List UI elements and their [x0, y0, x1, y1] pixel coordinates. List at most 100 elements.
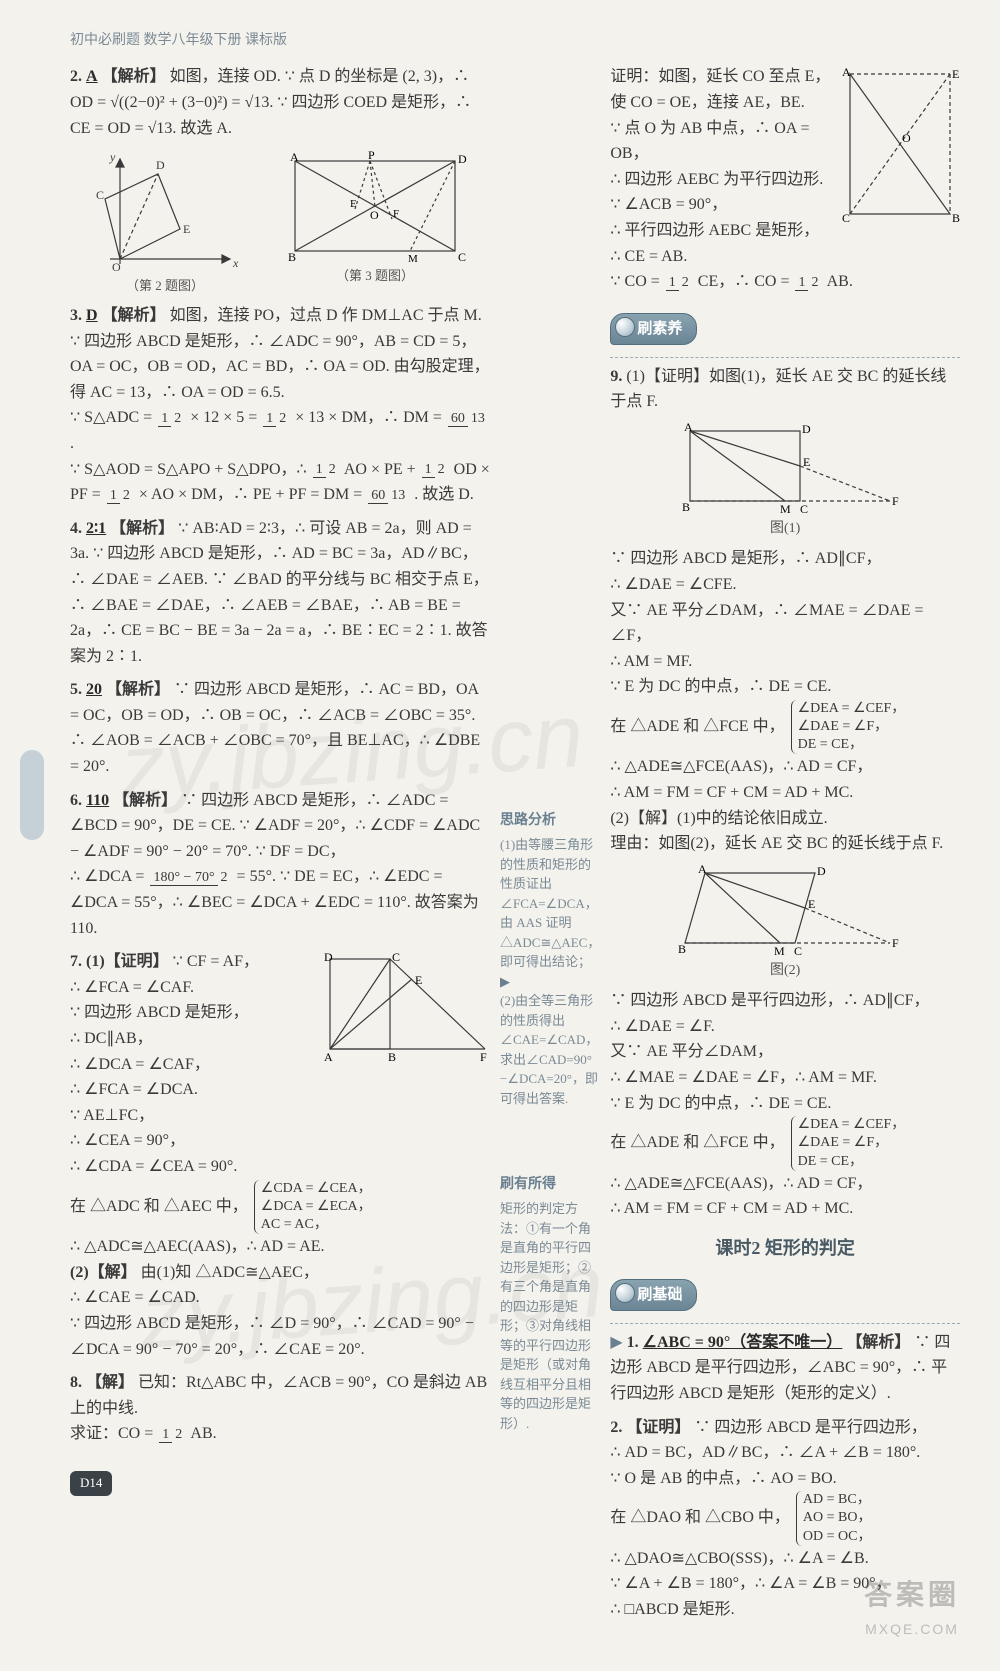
q7-l5: ∴ ∠DCA = ∠CAF，: [70, 1056, 210, 1073]
svg-text:C: C: [800, 502, 808, 516]
solution-tag: 【解】: [86, 1374, 134, 1391]
q9-l12: 又∵ AE 平分∠DAM，: [610, 1043, 773, 1060]
svg-text:O: O: [902, 131, 911, 145]
svg-text:C: C: [794, 944, 802, 958]
svg-text:E: E: [952, 67, 959, 81]
q9-p2: (2)【解】(1)中的结论依旧成立.: [610, 810, 827, 827]
q3-number: 3.: [70, 307, 82, 324]
svg-text:E: E: [808, 897, 815, 911]
mid-title-2: 刷有所得: [500, 1174, 600, 1195]
left-column: 2. A 【解析】 如图，连接 OD. ∵ 点 D 的坐标是 (2, 3)，∴ …: [70, 64, 490, 1630]
question-9: 9. (1)【证明】如图(1)，延长 AE 交 BC 的延长线于点 F. A D: [610, 364, 960, 1222]
p8-l1: 证明：如图，延长 CO 至点 E，使 CO = OE，连接 AE，BE.: [610, 68, 830, 111]
q3-line4: PF = 12 × AO × DM，∴ PE + PF = DM = 6013 …: [70, 482, 490, 508]
figure-q3: A D B C P O E F M: [280, 149, 470, 264]
mid-block-2: 矩形的判定方法：①有一个角是直角的平行四边形是矩形；②有三个角是直角的四边形是矩…: [500, 1199, 600, 1433]
logo-cn: 答案圈: [864, 1573, 960, 1618]
figure-9-1: A D B M C E F: [670, 421, 900, 516]
q7-l11: ∴ △ADC≅△AEC(AAS)，∴ AD = AE.: [70, 1238, 325, 1255]
q7-l14: ∵ 四边形 ABCD 是矩形，∴ ∠D = 90°，∴ ∠CAD = 90° −…: [70, 1315, 474, 1358]
caption-9-2: 图(2): [665, 960, 905, 982]
svg-text:B: B: [388, 1050, 396, 1064]
svg-text:P: P: [368, 149, 375, 162]
brace-icon: ∠CDA = ∠CEA， ∠DCA = ∠ECA， AC = AC，: [254, 1180, 372, 1235]
svg-text:B: B: [952, 211, 960, 224]
svg-text:M: M: [774, 944, 785, 958]
divider: [610, 1323, 960, 1324]
bq2-l1: ∵ 四边形 ABCD 是平行四边形，: [694, 1419, 926, 1436]
q7-l3: ∵ 四边形 ABCD 是矩形，: [70, 1004, 249, 1021]
svg-text:C: C: [842, 211, 850, 224]
q8-number: 8.: [70, 1374, 82, 1391]
q9-number: 9.: [610, 368, 622, 385]
svg-text:F: F: [393, 208, 399, 220]
q9-l9: 理由：如图(2)，延长 AE 交 BC 的延长线于点 F.: [610, 835, 943, 852]
svg-text:D: D: [156, 158, 165, 172]
svg-text:E: E: [803, 455, 810, 469]
svg-text:A: A: [290, 150, 299, 164]
q7-l6: ∴ ∠FCA = ∠DCA.: [70, 1081, 198, 1098]
basics-q1: ▶ 1. ∠ABC = 90°（答案不唯一） 【解析】 ∵ 四边形 ABCD 是…: [610, 1330, 960, 1407]
bq2-l6: ∵ ∠A + ∠B = 180°，∴ ∠A = ∠B = 90°，: [610, 1575, 891, 1592]
svg-text:M: M: [408, 253, 418, 264]
analysis-tag: 【解析】: [102, 68, 166, 85]
q9-p1: (1)【证明】如图(1)，延长 AE 交 BC 的延长线于点 F.: [610, 368, 946, 411]
book-header: 初中必刷题 数学八年级下册 课标版: [70, 30, 960, 52]
q9-l1: ∵ 四边形 ABCD 是矩形，∴ AD∥CF，: [610, 550, 881, 567]
p8-l7: ∵ CO = 12 CE，∴ CO = 12 AB.: [610, 269, 960, 295]
caption-2: （第 2 题图）: [90, 276, 240, 297]
svg-text:A: A: [698, 863, 707, 876]
svg-text:E: E: [350, 198, 357, 210]
q6-line2: ∴ ∠DCA = 180° − 70°2 = 55°. ∵ DE = EC，∴ …: [70, 864, 490, 890]
analysis-tag: 【解析】: [106, 681, 170, 698]
diagram-9b: A D B M C E F 图(2): [665, 863, 905, 982]
analysis-tag: 【解析】: [110, 520, 174, 537]
brace-icon: AD = BC， AO = BO， OD = OC，: [796, 1491, 872, 1546]
q4-answer: 2∶1: [86, 520, 106, 537]
figure-q2: x y O C D E: [90, 149, 240, 274]
bq2-l2: ∴ AD = BC，AD∥BC，∴ ∠A + ∠B = 180°.: [610, 1444, 920, 1461]
course-title: 课时2 矩形的判定: [610, 1234, 960, 1263]
bq2-system: 在 △DAO 和 △CBO 中， AD = BC， AO = BO， OD = …: [610, 1491, 960, 1546]
svg-text:E: E: [415, 973, 422, 987]
q9-l7: ∴ △ADE≅△FCE(AAS)，∴ AD = CF，: [610, 758, 872, 775]
proof-tag: 【证明】: [626, 1419, 690, 1436]
figure-q7: D C A B F E: [310, 949, 490, 1064]
q9-l8: ∴ AM = FM = CF + CM = AD + MC.: [610, 784, 853, 801]
q9-l11: ∴ ∠DAE = ∠F.: [610, 1018, 714, 1035]
q7-system: 在 △ADC 和 △AEC 中， ∠CDA = ∠CEA， ∠DCA = ∠EC…: [70, 1180, 490, 1235]
q8-text2: 求证：CO = 12 AB.: [70, 1421, 490, 1447]
q9-l5: ∵ E 为 DC 的中点，∴ DE = CE.: [610, 678, 831, 695]
site-logo: 答案圈 MXQE.COM: [864, 1573, 960, 1640]
analysis-tag: 【解析】: [102, 307, 166, 324]
q4-text: ∵ AB∶AD = 2∶3，∴ 可设 AB = 2a，则 AD = 3a. ∵ …: [70, 520, 489, 665]
svg-text:C: C: [392, 950, 400, 964]
figure-q8: A E C B O: [840, 64, 960, 224]
q2-answer: A: [86, 68, 98, 85]
svg-text:D: D: [817, 864, 826, 878]
svg-text:F: F: [892, 936, 899, 950]
q4-number: 4.: [70, 520, 82, 537]
q7-l9: ∴ ∠CDA = ∠CEA = 90°.: [70, 1158, 237, 1175]
bq2-l7: ∴ □ABCD 是矩形.: [610, 1601, 734, 1618]
p8-l2: ∵ 点 O 为 AB 中点，∴ OA = OB，: [610, 120, 809, 163]
analysis-tag: 【解析】: [113, 792, 177, 809]
svg-text:O: O: [112, 260, 121, 274]
q2-q3-diagrams: x y O C D E （第 2 题图）: [70, 149, 490, 297]
diagram-9a: A D B M C E F 图(1): [665, 421, 905, 540]
q9-l17: ∴ AM = FM = CF + CM = AD + MC.: [610, 1200, 853, 1217]
bq2-l3: ∵ O 是 AB 的中点，∴ AO = BO.: [610, 1470, 836, 1487]
brace-icon: ∠DEA = ∠CEF， ∠DAE = ∠F， DE = CE，: [791, 1116, 906, 1171]
analysis-tag: 【解析】: [846, 1334, 910, 1351]
svg-text:C: C: [96, 188, 104, 202]
bq2-l5: ∴ △DAO≅△CBO(SSS)，∴ ∠A = ∠B.: [610, 1550, 868, 1567]
q7-number: 7.: [70, 953, 82, 970]
q9-l16: ∴ △ADE≅△FCE(AAS)，∴ AD = CF，: [610, 1175, 872, 1192]
svg-text:y: y: [109, 150, 116, 164]
q3-answer: D: [86, 307, 98, 324]
question-6: 6. 110 【解析】 ∵ 四边形 ABCD 是矩形，∴ ∠ADC = ∠BCD…: [70, 788, 490, 942]
q7-l13: ∴ ∠CAE = ∠CAD.: [70, 1289, 200, 1306]
svg-text:B: B: [678, 942, 686, 956]
q9-system-2: 在 △ADE 和 △FCE 中， ∠DEA = ∠CEF， ∠DAE = ∠F，…: [610, 1116, 960, 1171]
svg-text:E: E: [183, 222, 190, 236]
